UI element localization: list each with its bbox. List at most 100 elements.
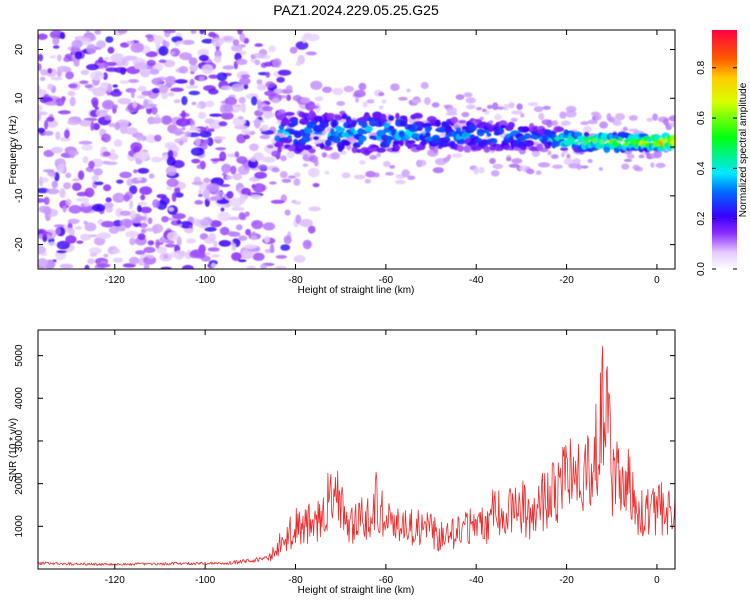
spectrogram-cell	[385, 135, 393, 140]
spectrogram-cell	[160, 266, 172, 269]
spectrogram-cell	[412, 112, 423, 119]
spectrogram-cell	[258, 164, 268, 171]
spectrogram-cell	[510, 117, 518, 122]
spectrogram-cell	[331, 119, 337, 126]
spectrogram-cell	[42, 233, 47, 238]
spectrogram-cell	[354, 97, 360, 103]
spectrogram-cell	[147, 240, 155, 246]
spectrogram-cell	[243, 83, 249, 90]
spectrogram-cell	[330, 152, 341, 160]
spectrogram-cell	[186, 85, 199, 89]
spectrogram-cell	[117, 30, 128, 34]
spectrogram-cell	[583, 131, 590, 137]
spectrogram-cell	[112, 257, 124, 263]
spectrogram-cell	[390, 83, 400, 91]
spectrogram-cell	[232, 173, 243, 181]
spectrogram-cell	[174, 186, 181, 195]
spectrogram-cell	[194, 252, 205, 259]
spectrogram-cell	[170, 251, 179, 258]
spectrogram-cell	[174, 127, 183, 136]
spectrogram-cell	[188, 57, 198, 66]
spectrogram-cell	[147, 254, 155, 259]
spectrogram-cell	[152, 87, 161, 94]
spectrogram-cell	[653, 150, 663, 159]
spectrogram-cell	[215, 147, 227, 151]
spectrogram-cell	[281, 178, 292, 183]
spectrogram-cell	[59, 136, 72, 142]
spectrogram-cell	[126, 178, 133, 187]
spectrogram-cell	[52, 37, 60, 46]
spectrogram-cell	[277, 69, 292, 76]
spectrogram-cell	[455, 127, 462, 133]
spectrogram-cell	[135, 250, 146, 255]
spectrogram-cell	[503, 103, 509, 111]
spectrogram-cell	[137, 176, 142, 181]
spectrogram-cell	[261, 105, 274, 112]
spectrogram-cell	[46, 116, 55, 122]
spectrogram-cell	[67, 218, 80, 224]
spectrogram-cell	[38, 127, 46, 134]
spectrogram-cell	[599, 121, 609, 129]
spectrogram-cell	[390, 128, 396, 137]
spectrogram-cell	[54, 171, 60, 182]
spectrogram-cell	[546, 119, 553, 128]
spectrogram-cell	[143, 246, 156, 253]
spectrogram-cell	[244, 211, 250, 217]
spectrogram-cell	[271, 97, 280, 104]
spectrogram-cell	[252, 53, 266, 59]
spectrogram-cell	[45, 119, 59, 128]
spectrogram-cell	[379, 113, 387, 122]
spectrogram-cell	[129, 237, 136, 246]
spectrogram-cell	[44, 101, 59, 106]
spectrogram-cell	[451, 153, 463, 158]
spectrogram-cell	[587, 159, 593, 163]
spectrogram-cell	[231, 83, 245, 92]
spectrogram-cell	[652, 113, 658, 121]
spectrogram-ylabel: Frequency (Hz)	[8, 116, 19, 185]
spectrogram-cell	[295, 214, 302, 224]
spectrogram-cell	[494, 113, 502, 121]
spectrogram-cell	[132, 100, 138, 109]
spectrogram-cell	[308, 148, 316, 154]
spectrogram-cell	[203, 177, 210, 183]
spectrogram-cell	[107, 46, 115, 54]
spectrogram-cell	[92, 123, 100, 131]
spectrogram-cell	[250, 156, 257, 162]
spectrogram-cell	[199, 30, 205, 35]
spectrogram-cell	[135, 216, 147, 221]
spectrogram-cell	[178, 140, 184, 146]
spectrogram-cell	[196, 164, 202, 169]
spectrogram-cell	[364, 126, 373, 132]
spectrogram-cell	[189, 78, 195, 86]
spectrogram-cell	[188, 224, 193, 229]
spectrogram-cell	[88, 160, 95, 169]
spectrogram-cell	[67, 119, 80, 126]
spectrogram-cell	[175, 40, 185, 45]
spectrogram-cell	[669, 121, 675, 128]
spectrogram-cell	[523, 133, 532, 139]
spectrogram-cell	[314, 159, 319, 167]
spectrogram-cell	[287, 135, 292, 140]
spectrogram-cell	[179, 250, 186, 257]
spectrogram-cell	[158, 45, 169, 56]
spectrogram-cell	[216, 198, 230, 205]
spectrogram-cell	[372, 172, 380, 178]
spectrogram-cell	[608, 116, 616, 123]
spectrogram-cell	[155, 43, 161, 49]
spectrogram-cell	[362, 101, 368, 108]
spectrogram-cell	[102, 151, 111, 157]
spectrogram-cell	[435, 119, 441, 127]
spectrogram-cell	[166, 186, 172, 191]
spectrogram-cell	[182, 264, 194, 269]
spectrogram-cell	[62, 205, 67, 213]
spectrogram-cell	[232, 117, 246, 127]
spectrogram-cell	[308, 105, 320, 109]
spectrogram-cell	[628, 115, 638, 121]
spectrogram-cell	[144, 227, 158, 232]
spectrogram-cell	[164, 243, 176, 248]
spectrogram-cell	[94, 30, 101, 35]
spectrogram-cell	[251, 96, 258, 106]
spectrogram-cell	[150, 156, 163, 163]
spectrogram-cell	[307, 129, 313, 134]
spectrogram-cell	[612, 120, 622, 126]
